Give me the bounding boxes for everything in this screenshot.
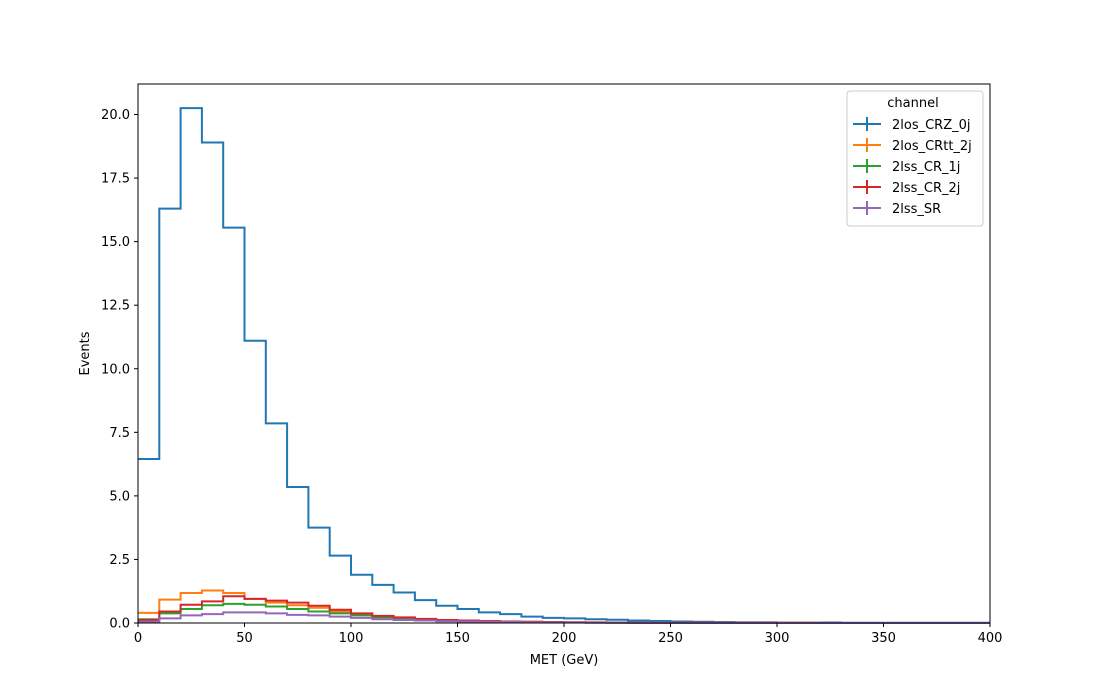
legend: channel 2los_CRZ_0j 2los_CRtt_2j 2lss_CR_1… — [846, 90, 984, 227]
x-axis-label: MET (GeV) — [530, 653, 599, 668]
legend-label: 2los_CRZ_0j — [892, 118, 971, 133]
y-tick-label: 15.0 — [101, 235, 130, 250]
legend-item-2los_CRZ_0j: 2los_CRZ_0j — [853, 117, 971, 133]
series-layer — [138, 107, 990, 624]
y-tick-label: 10.0 — [101, 362, 130, 377]
legend-item-2los_CRtt_2j: 2los_CRtt_2j — [853, 138, 972, 154]
x-tick-label: 300 — [765, 631, 790, 646]
x-tick-label: 400 — [978, 631, 1003, 646]
y-tick-label: 5.0 — [109, 489, 130, 504]
y-tick-label: 12.5 — [101, 299, 130, 314]
y-tick-label: 0.0 — [109, 617, 130, 632]
x-tick-label: 50 — [236, 631, 253, 646]
legend-items: 2los_CRZ_0j 2los_CRtt_2j 2lss_CR_1j 2lss_CR… — [853, 117, 972, 217]
x-tick-label: 250 — [658, 631, 683, 646]
legend-label: 2lss_CR_2j — [892, 181, 960, 196]
legend-item-2lss_CR_2j: 2lss_CR_2j — [853, 180, 960, 196]
y-tick-label: 17.5 — [101, 172, 130, 187]
y-axis-label: Events — [78, 331, 93, 375]
x-tick-label: 200 — [552, 631, 577, 646]
legend-item-2lss_CR_1j: 2lss_CR_1j — [853, 159, 960, 175]
y-axis: 0.0 2.5 5.0 7.5 10.0 12.5 15.0 17.5 20.0 — [101, 108, 138, 632]
legend-label: 2lss_CR_1j — [892, 160, 960, 175]
y-tick-label: 2.5 — [109, 553, 130, 568]
y-tick-label: 20.0 — [101, 108, 130, 123]
x-axis: 0 50 100 150 200 250 300 350 400 — [134, 623, 1003, 646]
plot-frame — [137, 83, 991, 624]
legend-title: channel — [887, 96, 938, 111]
y-tick-label: 7.5 — [109, 426, 130, 441]
legend-item-2lss_SR: 2lss_SR — [853, 201, 941, 217]
legend-label: 2lss_SR — [892, 202, 941, 217]
x-tick-label: 350 — [871, 631, 896, 646]
legend-label: 2los_CRtt_2j — [892, 139, 972, 154]
x-tick-label: 0 — [134, 631, 142, 646]
x-tick-label: 100 — [339, 631, 364, 646]
x-tick-label: 150 — [445, 631, 470, 646]
